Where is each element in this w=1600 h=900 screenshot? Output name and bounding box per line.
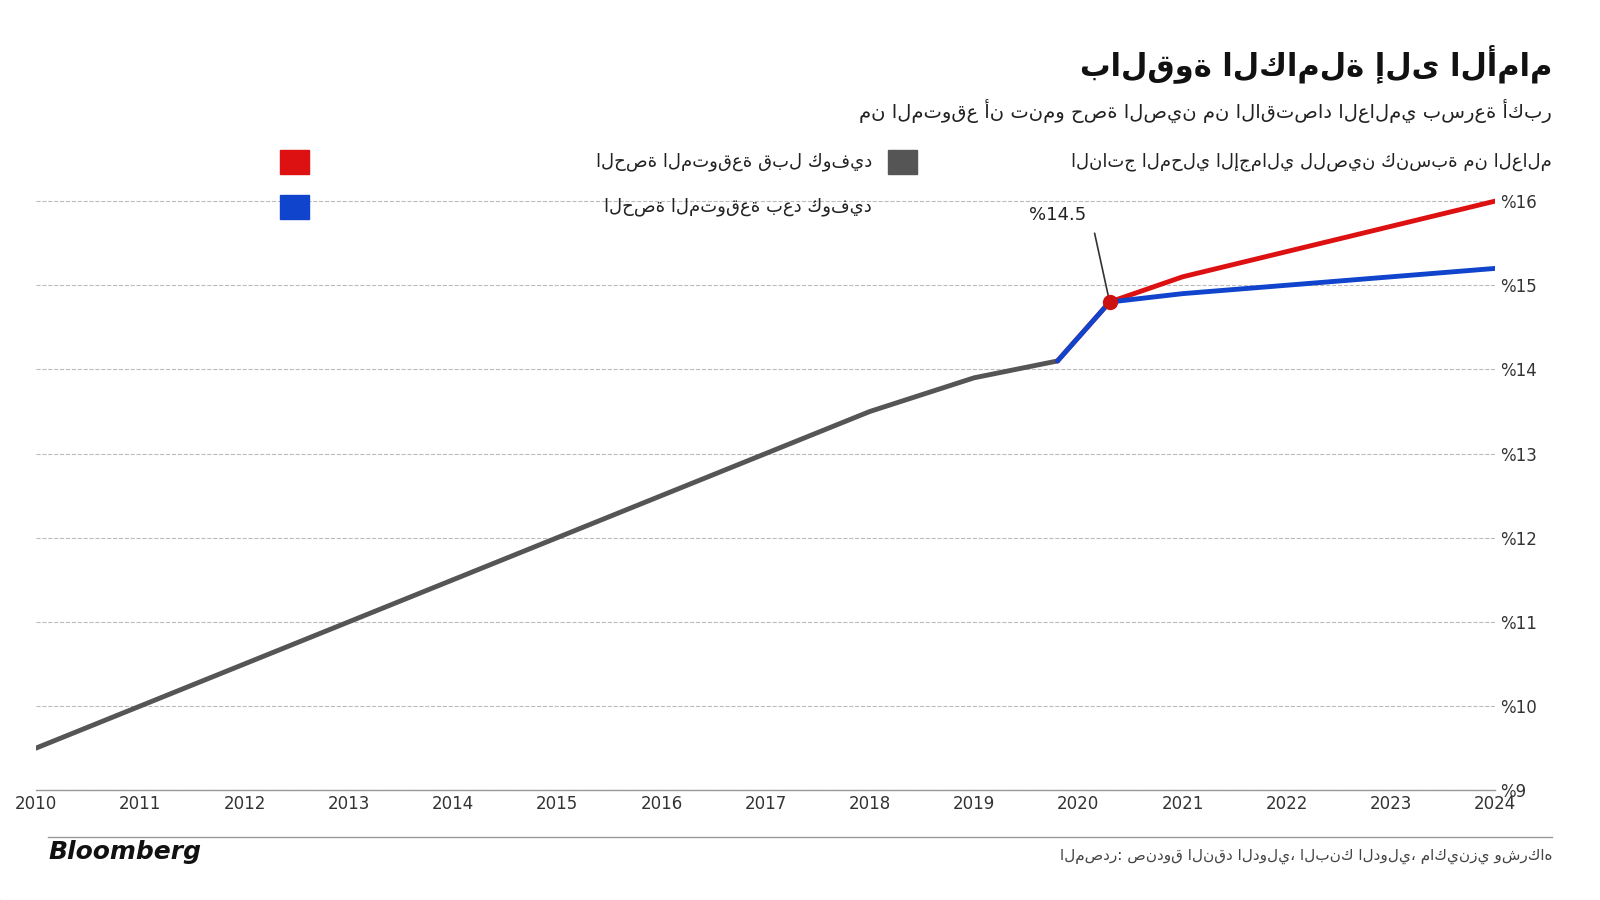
- Text: Bloomberg: Bloomberg: [48, 840, 202, 864]
- Text: الحصة المتوقعة قبل كوفيد: الحصة المتوقعة قبل كوفيد: [595, 153, 872, 171]
- Text: %14.5: %14.5: [1029, 206, 1086, 224]
- Text: الناتج المحلي الإجمالي للصين كنسبة من العالم: الناتج المحلي الإجمالي للصين كنسبة من ال…: [1070, 153, 1552, 171]
- Text: من المتوقع أن تنمو حصة الصين من الاقتصاد العالمي بسرعة أكبر: من المتوقع أن تنمو حصة الصين من الاقتصاد…: [859, 99, 1552, 123]
- Text: المصدر: صندوق النقد الدولي، البنك الدولي، ماكينزي وشركاه: المصدر: صندوق النقد الدولي، البنك الدولي…: [1059, 849, 1552, 864]
- Text: الحصة المتوقعة بعد كوفيد: الحصة المتوقعة بعد كوفيد: [605, 198, 872, 216]
- Text: بالقوة الكاملة إلى الأمام: بالقوة الكاملة إلى الأمام: [1080, 45, 1552, 84]
